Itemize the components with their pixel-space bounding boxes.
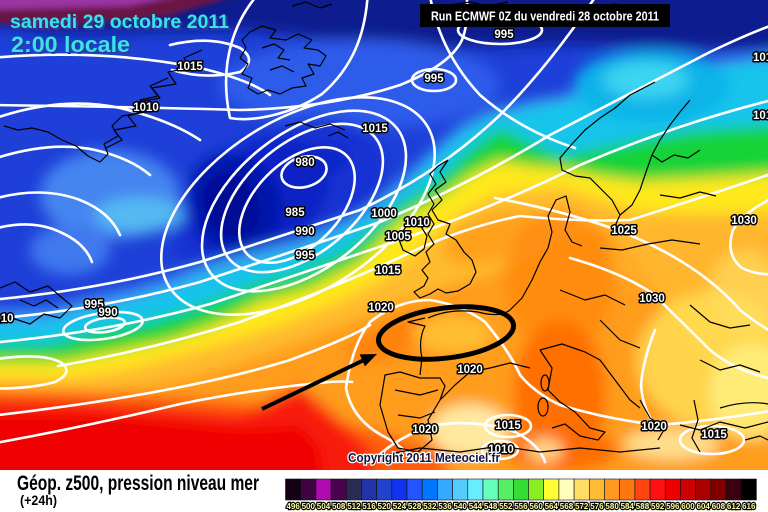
svg-text:520: 520	[378, 501, 392, 511]
svg-text:516: 516	[362, 501, 376, 511]
svg-text:990: 990	[98, 307, 117, 319]
svg-text:samedi 29 octobre 2011: samedi 29 octobre 2011	[10, 12, 229, 33]
svg-text:608: 608	[712, 501, 726, 511]
svg-text:1020: 1020	[412, 424, 438, 436]
svg-text:1010: 1010	[133, 102, 159, 114]
svg-text:990: 990	[295, 226, 314, 238]
svg-text:1020: 1020	[641, 421, 667, 433]
svg-text:540: 540	[454, 501, 468, 511]
svg-text:995: 995	[424, 73, 444, 85]
svg-text:1015: 1015	[701, 429, 727, 441]
svg-text:512: 512	[347, 501, 361, 511]
svg-text:552: 552	[499, 501, 513, 511]
svg-text:1030: 1030	[731, 215, 757, 227]
svg-text:568: 568	[560, 501, 574, 511]
svg-text:548: 548	[484, 501, 498, 511]
svg-text:544: 544	[469, 501, 483, 511]
svg-text:1030: 1030	[639, 293, 665, 305]
svg-text:1020: 1020	[368, 302, 394, 314]
svg-text:2:00 locale: 2:00 locale	[11, 32, 130, 57]
svg-text:560: 560	[529, 501, 543, 511]
svg-text:1025: 1025	[611, 225, 637, 237]
svg-text:584: 584	[621, 501, 635, 511]
svg-text:536: 536	[438, 501, 452, 511]
svg-text:1010: 1010	[488, 444, 514, 456]
svg-text:572: 572	[575, 501, 589, 511]
svg-text:1000: 1000	[371, 208, 397, 220]
svg-text:samedi 29 octobre 2011: samedi 29 octobre 2011	[12, 14, 231, 35]
svg-text:592: 592	[651, 501, 665, 511]
svg-text:1015: 1015	[753, 110, 768, 122]
svg-text:528: 528	[408, 501, 422, 511]
svg-text:564: 564	[545, 501, 559, 511]
svg-text:524: 524	[393, 501, 407, 511]
svg-text:1015: 1015	[362, 123, 388, 135]
svg-text:995: 995	[84, 299, 104, 311]
svg-text:1015: 1015	[177, 61, 203, 73]
svg-text:556: 556	[514, 501, 528, 511]
svg-text:Géop. z500, pression niveau me: Géop. z500, pression niveau mer	[17, 471, 259, 495]
svg-text:1010: 1010	[404, 217, 430, 229]
svg-text:Copyright 2011 Meteociel.fr: Copyright 2011 Meteociel.fr	[348, 451, 500, 465]
svg-text:588: 588	[636, 501, 650, 511]
svg-text:616: 616	[742, 501, 756, 511]
svg-text:496: 496	[286, 501, 300, 511]
svg-text:1020: 1020	[457, 364, 483, 376]
svg-text:1010: 1010	[0, 313, 14, 325]
svg-text:2:00 locale: 2:00 locale	[13, 34, 132, 59]
svg-text:600: 600	[681, 501, 695, 511]
svg-text:504: 504	[317, 501, 331, 511]
svg-text:580: 580	[605, 501, 619, 511]
svg-text:508: 508	[332, 501, 346, 511]
svg-text:(+24h): (+24h)	[20, 492, 57, 508]
svg-text:1005: 1005	[385, 231, 411, 243]
svg-text:Run ECMWF 0Z du vendredi 28 oc: Run ECMWF 0Z du vendredi 28 octobre 2011	[431, 9, 659, 24]
svg-text:1015: 1015	[495, 420, 521, 432]
svg-text:985: 985	[285, 207, 305, 219]
svg-text:532: 532	[423, 501, 437, 511]
svg-text:596: 596	[666, 501, 680, 511]
svg-text:612: 612	[727, 501, 741, 511]
svg-text:500: 500	[302, 501, 316, 511]
svg-text:1015: 1015	[753, 52, 768, 64]
svg-text:1015: 1015	[375, 265, 401, 277]
svg-text:604: 604	[697, 501, 711, 511]
svg-text:980: 980	[295, 157, 314, 169]
svg-text:995: 995	[295, 250, 315, 262]
svg-text:995: 995	[494, 29, 514, 41]
svg-text:576: 576	[590, 501, 604, 511]
